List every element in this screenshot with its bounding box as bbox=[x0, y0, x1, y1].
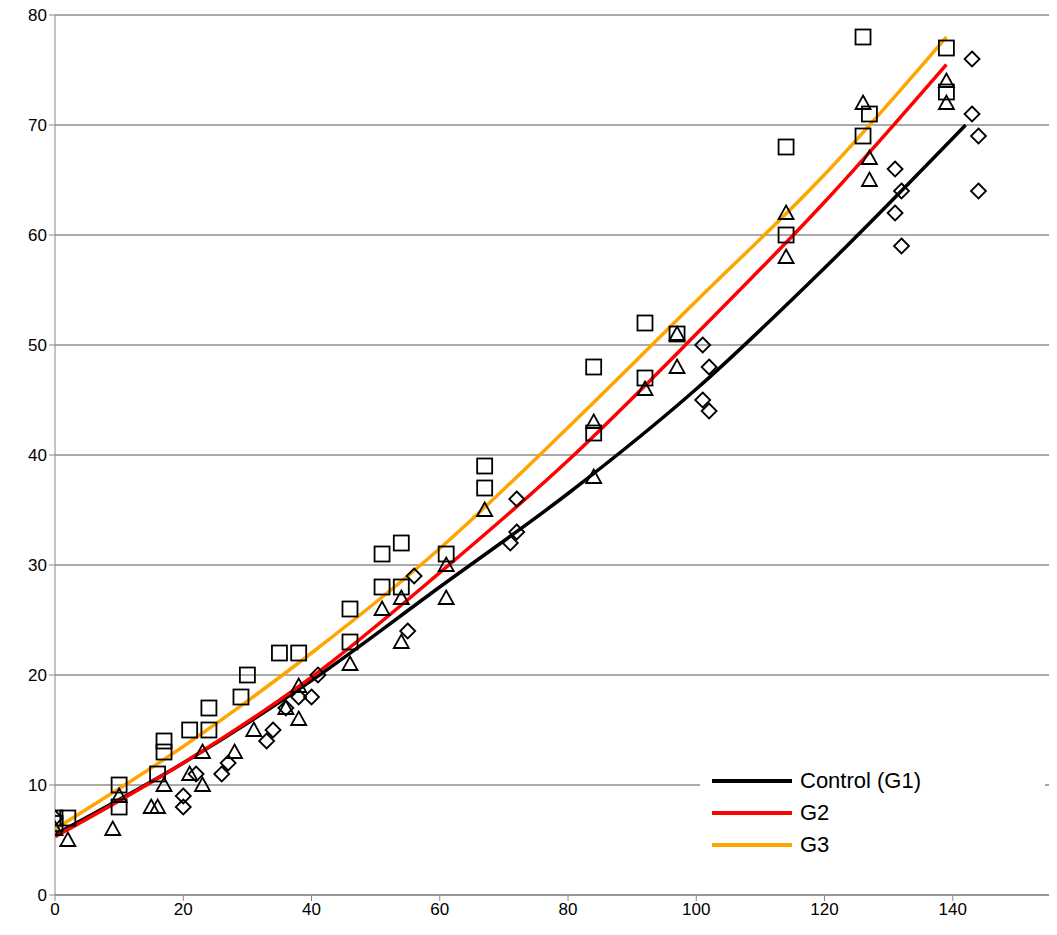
html-text:G2: G2 bbox=[800, 800, 830, 825]
svg-text:100: 100 bbox=[682, 900, 710, 919]
svg-text:120: 120 bbox=[810, 900, 838, 919]
svg-text:40: 40 bbox=[302, 900, 321, 919]
svg-text:20: 20 bbox=[28, 666, 47, 685]
svg-text:10: 10 bbox=[28, 776, 47, 795]
svg-text:60: 60 bbox=[430, 900, 449, 919]
svg-text:80: 80 bbox=[559, 900, 578, 919]
html-text:Control (G1): Control (G1) bbox=[800, 768, 921, 793]
svg-text:0: 0 bbox=[38, 886, 47, 905]
svg-text:0: 0 bbox=[50, 900, 59, 919]
svg-text:70: 70 bbox=[28, 116, 47, 135]
html-text:G3: G3 bbox=[800, 832, 830, 857]
svg-text:140: 140 bbox=[939, 900, 967, 919]
svg-text:50: 50 bbox=[28, 336, 47, 355]
svg-text:20: 20 bbox=[174, 900, 193, 919]
svg-text:60: 60 bbox=[28, 226, 47, 245]
svg-text:80: 80 bbox=[28, 6, 47, 25]
svg-text:40: 40 bbox=[28, 446, 47, 465]
svg-text:30: 30 bbox=[28, 556, 47, 575]
